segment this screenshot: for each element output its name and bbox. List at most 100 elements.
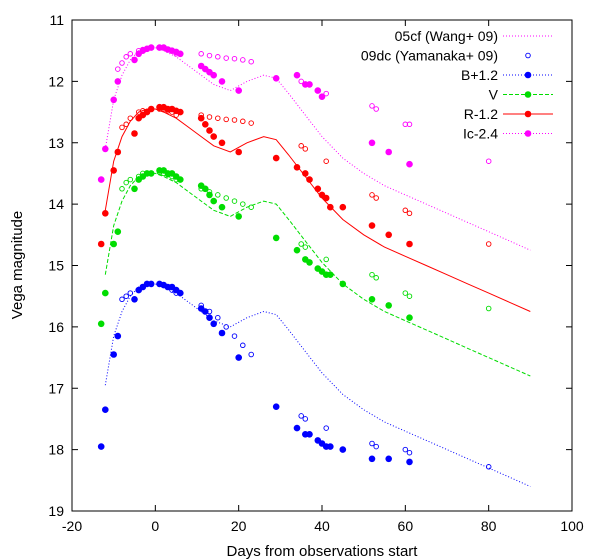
data-point — [210, 133, 217, 140]
open-point — [402, 207, 409, 214]
open-point — [369, 440, 375, 447]
open-point — [485, 464, 492, 470]
data-point — [177, 289, 184, 297]
open-point — [369, 271, 375, 278]
open-point — [119, 186, 125, 192]
open-point — [406, 449, 413, 456]
data-point — [110, 96, 117, 104]
data-point — [218, 78, 226, 85]
legend-label: Ic-2.4 — [463, 126, 498, 142]
data-point — [293, 246, 301, 254]
data-point — [147, 170, 155, 177]
y-tick-label: 11 — [49, 12, 64, 28]
legend-marker — [525, 52, 531, 59]
data-point — [110, 351, 117, 358]
data-point — [131, 130, 138, 137]
legend-marker — [524, 130, 532, 137]
data-point — [102, 406, 109, 414]
open-point — [369, 192, 375, 198]
open-point — [406, 121, 413, 128]
x-tick-label: 60 — [398, 518, 414, 534]
data-point — [114, 148, 122, 156]
data-point — [147, 280, 155, 288]
open-point — [240, 342, 246, 349]
open-point — [123, 121, 129, 128]
open-point — [373, 106, 379, 112]
y-tick-label: 19 — [48, 503, 64, 519]
data-point — [210, 197, 217, 205]
data-point — [210, 320, 217, 328]
y-axis-title: Vega magnitude — [9, 211, 26, 319]
data-point — [327, 443, 334, 450]
open-point — [115, 66, 121, 72]
y-tick-label: 13 — [48, 135, 64, 151]
data-point — [293, 424, 301, 432]
open-point — [127, 176, 134, 183]
data-point — [197, 114, 205, 122]
data-point — [306, 81, 313, 88]
open-point — [298, 241, 304, 247]
legend-label: B+1.2 — [461, 67, 498, 83]
open-point — [302, 146, 309, 152]
open-point — [298, 78, 304, 85]
x-tick-label: -20 — [62, 518, 82, 534]
open-point — [206, 52, 213, 59]
data-point — [131, 56, 138, 64]
data-point — [368, 455, 376, 463]
data-point — [272, 234, 280, 242]
open-point — [369, 103, 375, 109]
data-point — [147, 105, 155, 113]
x-axis-title: Days from observations start — [227, 543, 419, 560]
data-point — [235, 148, 242, 156]
open-point — [406, 293, 413, 299]
open-point — [373, 195, 379, 201]
data-point — [110, 240, 117, 248]
data-point — [314, 185, 322, 193]
y-tick-label: 18 — [48, 442, 64, 458]
data-point — [385, 148, 393, 156]
data-point — [97, 443, 105, 450]
open-point — [123, 293, 129, 299]
open-point — [248, 120, 254, 126]
data-point — [218, 203, 226, 211]
data-point — [339, 446, 347, 453]
open-point — [223, 55, 229, 61]
data-point — [202, 185, 209, 193]
data-point — [322, 194, 330, 202]
open-point — [119, 60, 125, 66]
legend-label: V — [489, 87, 499, 103]
open-point — [298, 413, 304, 419]
data-point — [368, 296, 376, 303]
legend-marker — [524, 91, 532, 98]
data-point — [235, 87, 242, 94]
data-point — [102, 289, 109, 297]
data-point — [147, 44, 155, 51]
open-point — [223, 195, 229, 201]
data-point — [302, 170, 309, 177]
data-point — [327, 203, 334, 211]
data-point — [314, 87, 322, 94]
open-point — [127, 51, 134, 57]
open-point — [323, 256, 329, 263]
open-point — [119, 124, 125, 131]
open-point — [215, 115, 221, 121]
data-point — [235, 213, 242, 220]
plot-content — [97, 44, 531, 487]
open-point — [215, 54, 221, 60]
open-point — [323, 425, 329, 431]
legend: 05cf (Wang+ 09) 09dc (Yamanaka+ 09) B+1.2 V… — [361, 28, 553, 142]
open-point — [298, 143, 304, 149]
open-point — [485, 158, 492, 164]
open-point — [373, 275, 379, 281]
data-point — [114, 332, 122, 340]
data-point — [206, 127, 213, 134]
open-point — [198, 51, 204, 57]
data-point — [114, 228, 122, 235]
legend-marker — [524, 110, 532, 118]
open-point — [231, 117, 238, 123]
data-point — [210, 71, 217, 79]
open-point — [127, 115, 134, 121]
data-point — [102, 145, 109, 153]
data-point — [131, 296, 138, 303]
